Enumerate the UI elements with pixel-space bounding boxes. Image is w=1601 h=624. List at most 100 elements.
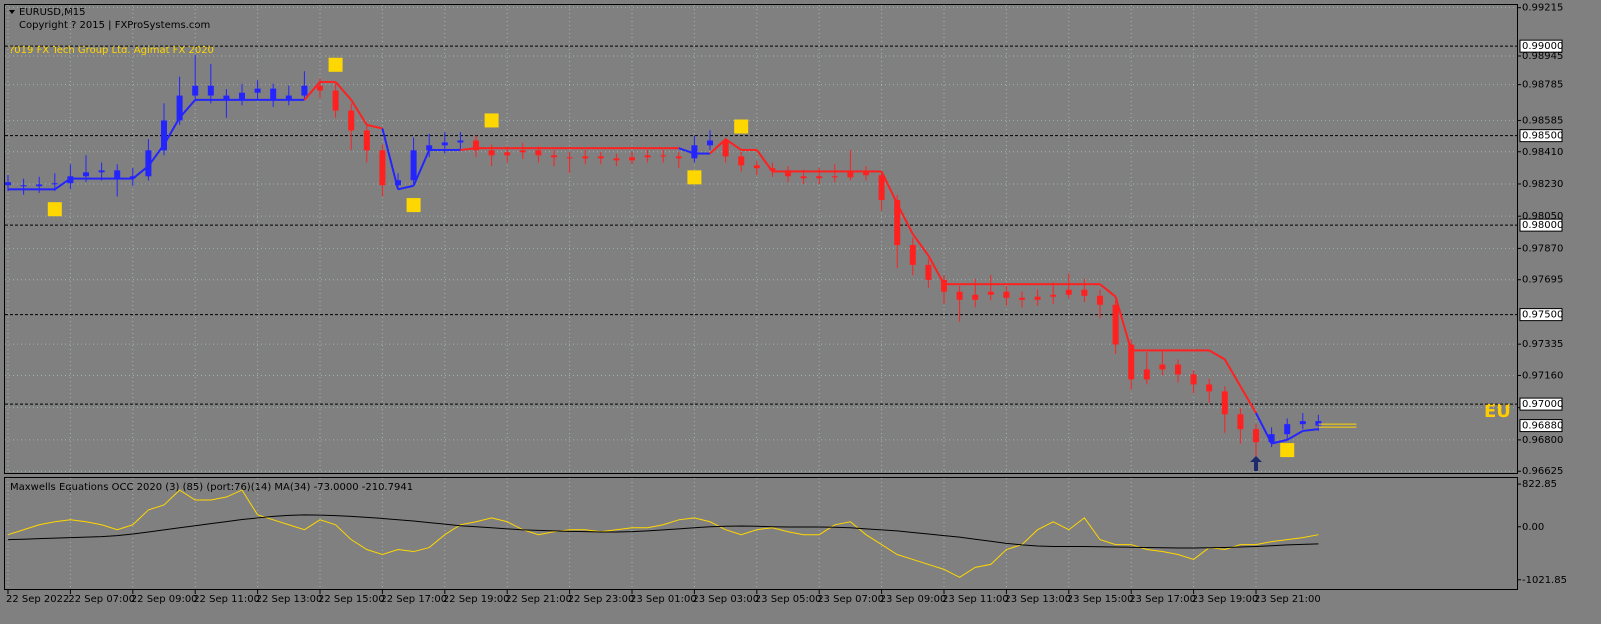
candle-body <box>207 85 214 96</box>
signal-marker <box>1280 443 1295 458</box>
buy-arrow <box>1250 456 1262 472</box>
signal-marker <box>406 198 421 213</box>
oscillator-panel <box>4 477 1518 590</box>
candle-body <box>722 140 729 157</box>
candle-body <box>816 176 823 179</box>
stop-line-segment <box>334 81 352 101</box>
candle-body <box>1050 294 1057 297</box>
candle-body <box>332 90 339 111</box>
candle-body <box>20 185 27 187</box>
candle-body <box>956 291 963 300</box>
stop-line-segment <box>927 255 945 285</box>
candle-body <box>98 170 105 173</box>
candle-body <box>785 170 791 177</box>
candle-body <box>51 183 58 185</box>
candle-body <box>1097 295 1103 305</box>
candle-body <box>1253 429 1259 443</box>
candle-body <box>691 145 698 159</box>
stop-line-segment <box>709 138 727 155</box>
candle-body <box>1034 296 1041 300</box>
candle-body <box>1190 374 1197 385</box>
x-tick-label: 23 Sep 01:00 <box>630 594 697 605</box>
candle-body <box>847 172 854 178</box>
candle-body <box>5 182 11 186</box>
oscillator-line <box>7 514 1319 549</box>
x-tick-label: 22 Sep 07:00 <box>68 594 135 605</box>
level-label-box <box>1519 218 1563 232</box>
x-tick-label: 22 Sep 17:00 <box>380 594 447 605</box>
candle-body <box>1175 364 1181 375</box>
candle-body <box>644 155 651 158</box>
candle-body <box>301 85 308 96</box>
stop-line-segment <box>725 138 742 151</box>
current-price-label: 0.96880 <box>1522 421 1563 432</box>
candle-body <box>129 176 136 179</box>
stop-line-segment <box>1223 358 1242 387</box>
candle-body <box>629 157 635 161</box>
x-tick-label: 23 Sep 21:00 <box>1254 594 1321 605</box>
candle-body <box>1128 344 1135 380</box>
stop-line-segment <box>1255 412 1273 444</box>
candle-body <box>925 264 932 280</box>
candle-body <box>1003 291 1010 298</box>
symbol-label: EU <box>1484 401 1511 422</box>
candle-body <box>379 150 386 186</box>
candle-body <box>504 152 511 156</box>
x-tick-label: 23 Sep 09:00 <box>880 594 947 605</box>
x-tick-label: 22 Sep 13:00 <box>256 594 323 605</box>
y-tick-label: 0.98785 <box>1522 80 1563 91</box>
stop-line-segment <box>1271 438 1288 445</box>
candle-body <box>285 95 292 101</box>
level-label: 0.98500 <box>1522 131 1563 142</box>
level-label-box <box>1519 308 1563 322</box>
stop-line-segment <box>880 171 899 205</box>
level-label: 0.98000 <box>1522 220 1563 231</box>
candle-body <box>410 150 417 181</box>
level-label: 0.97000 <box>1522 399 1563 410</box>
y-tick-label: 0.96800 <box>1522 435 1563 446</box>
candle-body <box>363 130 370 151</box>
candle-body <box>192 85 199 96</box>
symbol-menu-arrow[interactable] <box>9 10 15 14</box>
candle-body <box>488 150 495 156</box>
candle-body <box>1159 364 1166 370</box>
candle-body <box>114 170 121 179</box>
candle-body <box>441 142 448 146</box>
price-panel <box>4 4 1518 474</box>
stop-line-segment <box>911 233 930 257</box>
level-label: 0.99000 <box>1522 41 1563 52</box>
level-label-box <box>1519 397 1563 411</box>
stop-line-segment <box>1302 428 1319 432</box>
y-tick-label: 0.97335 <box>1522 339 1563 350</box>
candle-body <box>1237 414 1244 430</box>
candle-body <box>519 150 526 153</box>
watermark: ?019 FX Tech Group Ltd. Agimat FX 2020 <box>9 45 214 56</box>
stop-line-segment <box>1208 349 1226 361</box>
candle-body <box>1221 391 1228 415</box>
candle-body <box>1268 434 1275 443</box>
signal-marker <box>734 119 749 134</box>
y-tick-label: 0.98585 <box>1522 115 1563 126</box>
stop-line-segment <box>366 123 383 130</box>
candle-body <box>878 175 885 201</box>
stop-line-segment <box>132 165 150 180</box>
stop-line-segment <box>412 149 431 187</box>
x-tick-label: 23 Sep 03:00 <box>692 594 759 605</box>
x-tick-label: 22 Sep 11:00 <box>193 594 260 605</box>
oscillator-title: Maxwells Equations OCC 2020 (3) (85) (po… <box>10 482 413 493</box>
stop-line-segment <box>678 147 695 155</box>
x-tick-label: 22 Sep 23:00 <box>568 594 635 605</box>
candle-body <box>83 172 89 177</box>
x-tick-label: 23 Sep 17:00 <box>1129 594 1196 605</box>
stop-line-segment <box>178 99 196 119</box>
candle-body <box>1081 289 1088 296</box>
level-label-box <box>1519 39 1563 53</box>
y-tick-label: 0.97160 <box>1522 370 1563 381</box>
candle-body <box>800 176 807 179</box>
stop-line-segment <box>147 144 165 167</box>
y-tick-label: 0.98410 <box>1522 147 1563 158</box>
y-tick-label: 0.98945 <box>1522 51 1563 62</box>
candle-body <box>317 85 323 91</box>
